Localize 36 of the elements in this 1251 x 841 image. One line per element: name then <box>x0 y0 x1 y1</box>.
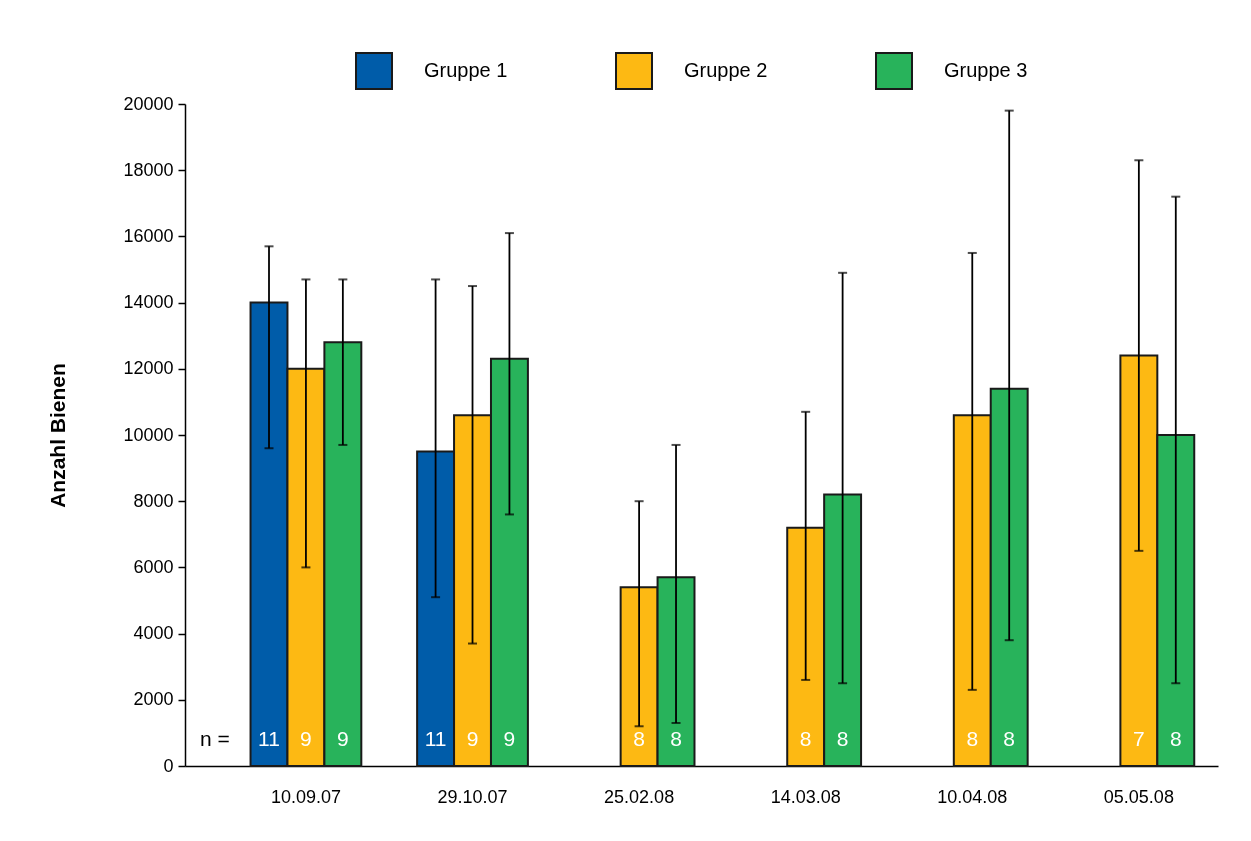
x-tick-label: 29.10.07 <box>437 786 508 807</box>
annotation: 8 <box>1169 727 1182 750</box>
y-tick-label: 14000 <box>123 292 174 313</box>
y-tick-label: 12000 <box>123 358 174 379</box>
x-tick-label: 10.04.08 <box>937 786 1008 807</box>
annotation: 9 <box>337 727 349 750</box>
x-tick-label: 05.05.08 <box>1103 786 1174 807</box>
x-tick-label: 10.09.07 <box>270 786 341 807</box>
y-tick-label: 2000 <box>133 689 174 710</box>
annotation: 8 <box>799 727 812 750</box>
annotation: 8 <box>966 727 979 750</box>
annotation: 11 <box>258 727 280 750</box>
y-tick-label: 18000 <box>123 159 174 180</box>
annotation: 8 <box>633 727 645 750</box>
annotation: 9 <box>503 727 516 750</box>
y-tick-label: 8000 <box>133 490 174 511</box>
annotation: 8 <box>670 727 682 750</box>
y-tick-label: 6000 <box>133 556 174 577</box>
annotation: 8 <box>836 727 849 750</box>
y-tick-label: 20000 <box>123 93 174 114</box>
x-tick-label: 25.02.08 <box>604 786 675 807</box>
y-tick-label: 0 <box>163 755 174 776</box>
annotation: 8 <box>1003 727 1016 750</box>
annotation: 9 <box>466 727 479 750</box>
y-tick-label: 4000 <box>133 623 174 644</box>
legend-label: Gruppe 3 <box>944 59 1028 81</box>
annotation: n = <box>200 727 230 750</box>
y-axis-title: Anzahl Bienen <box>46 363 70 508</box>
x-tick-label: 14.03.08 <box>770 786 841 807</box>
y-tick-label: 16000 <box>123 225 174 246</box>
annotation: 11 <box>424 727 447 750</box>
y-tick-label: 10000 <box>123 424 174 445</box>
legend-label: Gruppe 2 <box>684 59 768 81</box>
annotation: 7 <box>1133 727 1145 750</box>
legend-label: Gruppe 1 <box>424 59 508 81</box>
annotation: 9 <box>300 727 312 750</box>
